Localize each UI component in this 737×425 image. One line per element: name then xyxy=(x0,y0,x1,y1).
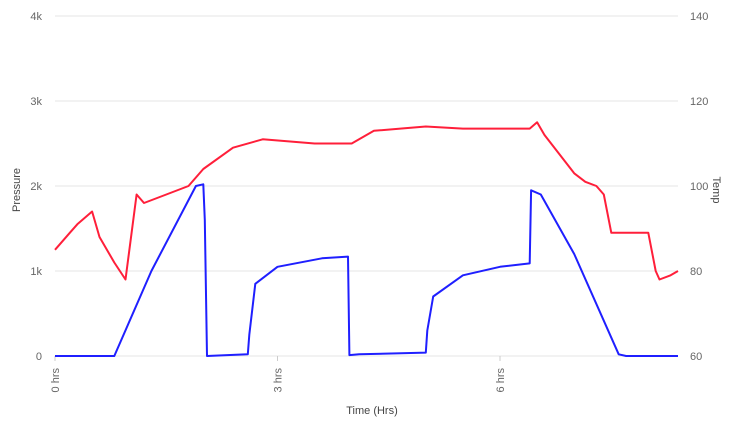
right-tick-label: 140 xyxy=(690,11,708,23)
right-tick-label: 60 xyxy=(690,351,702,363)
left-axis-tick-labels: 0 1k 2k 3k 4k xyxy=(30,11,42,363)
left-tick-label: 2k xyxy=(30,181,42,193)
grid-lines xyxy=(55,15,678,357)
x-axis-tick-labels: 0 hrs 3 hrs 6 hrs xyxy=(50,356,507,392)
pressure-series-line xyxy=(55,183,678,357)
x-axis-label: Time (Hrs) xyxy=(346,405,398,417)
x-tick-label: 0 hrs xyxy=(50,368,62,393)
right-axis-tick-labels: 60 80 100 120 140 xyxy=(690,11,708,363)
series-layer xyxy=(54,121,679,357)
right-tick-label: 80 xyxy=(690,266,702,278)
left-tick-label: 1k xyxy=(30,266,42,278)
left-tick-label: 4k xyxy=(30,11,42,23)
right-tick-label: 100 xyxy=(690,181,708,193)
right-tick-label: 120 xyxy=(690,96,708,108)
x-tick-label: 3 hrs xyxy=(273,368,285,393)
x-tick-label: 6 hrs xyxy=(495,368,507,393)
y-axis-left-label: Pressure xyxy=(11,168,23,212)
left-tick-label: 3k xyxy=(30,96,42,108)
y-axis-right-label: Temp xyxy=(710,177,722,204)
left-tick-label: 0 xyxy=(36,351,42,363)
temp-series-line xyxy=(54,121,679,281)
